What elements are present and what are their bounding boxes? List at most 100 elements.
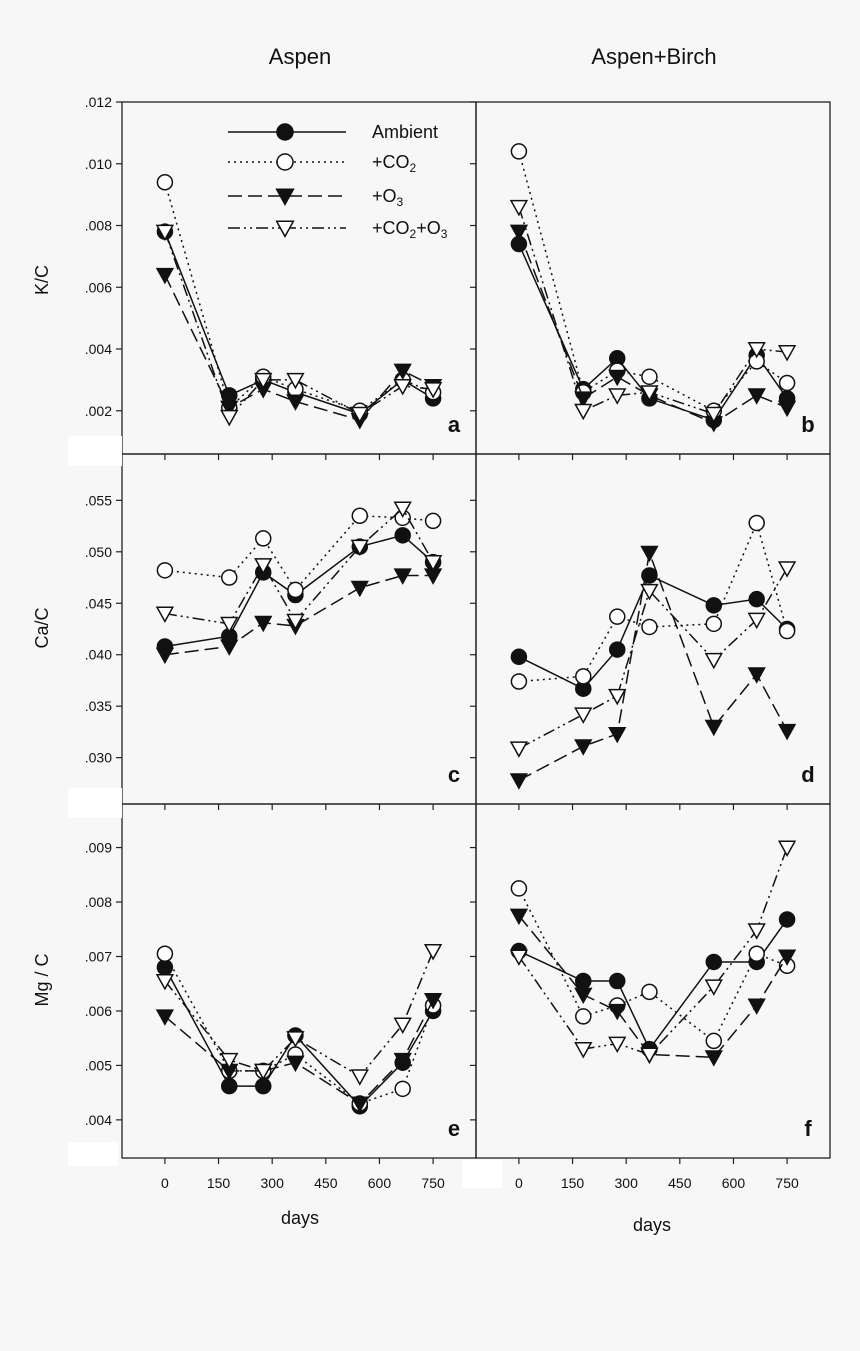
panel-letter: a bbox=[448, 412, 461, 437]
ylabel-kc: K/C bbox=[32, 265, 52, 295]
x-tick-label: 300 bbox=[261, 1175, 285, 1191]
data-point bbox=[393, 1052, 412, 1070]
data-point bbox=[350, 406, 369, 424]
data-point bbox=[640, 545, 659, 563]
series-line bbox=[518, 567, 788, 750]
data-point bbox=[574, 403, 593, 421]
x-tick-label: 450 bbox=[668, 1175, 692, 1191]
data-point bbox=[608, 641, 626, 658]
xlabel-left: days bbox=[281, 1208, 319, 1228]
data-point bbox=[156, 959, 174, 976]
y-tick-label: .006 bbox=[85, 1003, 112, 1019]
data-point bbox=[286, 372, 305, 390]
data-point bbox=[254, 558, 273, 575]
x-tick-label: 750 bbox=[775, 1175, 799, 1191]
y-tick-label: .055 bbox=[85, 492, 112, 508]
series-co2 bbox=[156, 507, 442, 599]
legend-label: Ambient bbox=[372, 122, 438, 142]
data-point bbox=[509, 773, 529, 790]
data-point bbox=[155, 1009, 175, 1026]
y-tick-label: .005 bbox=[85, 1057, 112, 1073]
data-point bbox=[155, 606, 175, 623]
data-point bbox=[705, 597, 723, 614]
data-point bbox=[393, 363, 412, 381]
data-point bbox=[704, 1050, 723, 1067]
data-point bbox=[394, 1080, 411, 1098]
data-point bbox=[510, 880, 528, 897]
y-tick-label: .008 bbox=[85, 218, 112, 234]
series-o3 bbox=[509, 545, 797, 790]
data-point bbox=[608, 688, 627, 706]
legend-item-o3: +O3 bbox=[228, 186, 404, 209]
y-tick-label: .030 bbox=[85, 750, 112, 766]
data-point bbox=[778, 374, 796, 392]
x-tick-label: 300 bbox=[615, 1175, 639, 1191]
data-point bbox=[393, 379, 412, 396]
series-co2o3 bbox=[509, 199, 797, 424]
y-tick-label: .002 bbox=[85, 403, 112, 419]
panel-letter: b bbox=[801, 412, 814, 437]
data-point bbox=[575, 1008, 592, 1025]
data-point bbox=[574, 739, 593, 756]
data-point bbox=[220, 639, 239, 656]
y-tick-label: .010 bbox=[85, 156, 112, 172]
data-point bbox=[748, 590, 765, 608]
data-point bbox=[424, 512, 442, 530]
y-tick-label: .012 bbox=[85, 94, 112, 110]
data-point bbox=[747, 612, 766, 630]
y-tick-label: .008 bbox=[85, 894, 112, 910]
data-point bbox=[155, 267, 175, 285]
data-point bbox=[393, 501, 412, 518]
ylabel-mgc: Mg / C bbox=[32, 953, 52, 1006]
data-point bbox=[575, 972, 592, 990]
data-point bbox=[608, 972, 626, 990]
data-point bbox=[608, 369, 627, 387]
panel-letter: c bbox=[448, 762, 460, 787]
series-o3 bbox=[509, 224, 797, 433]
data-point bbox=[748, 945, 765, 963]
series-ambient bbox=[510, 911, 796, 1058]
data-point bbox=[509, 199, 529, 217]
series-co2o3 bbox=[509, 561, 797, 758]
data-point bbox=[155, 224, 175, 242]
legend-item-co2o3: +CO2+O3 bbox=[228, 218, 448, 241]
data-point bbox=[254, 615, 273, 633]
data-point bbox=[509, 949, 529, 966]
data-point bbox=[220, 1052, 239, 1070]
data-point bbox=[156, 945, 174, 963]
data-point bbox=[350, 1096, 369, 1113]
panel-letter: e bbox=[448, 1116, 460, 1141]
data-point bbox=[220, 409, 239, 427]
data-point bbox=[641, 618, 658, 636]
data-point bbox=[221, 1077, 238, 1095]
data-point bbox=[220, 616, 239, 634]
panel-a: .002 .004 .006 .008 .010 .012 a bbox=[85, 94, 477, 460]
data-point bbox=[423, 993, 443, 1010]
series-co2o3 bbox=[155, 224, 443, 427]
x-tick-label: 0 bbox=[515, 1175, 523, 1191]
data-point bbox=[704, 979, 723, 996]
data-point bbox=[394, 527, 411, 544]
legend-item-co2: +CO2 bbox=[228, 152, 417, 175]
legend: Ambient+CO2+O3+CO2+O3 bbox=[228, 122, 448, 241]
x-tick-label: 150 bbox=[561, 1175, 585, 1191]
data-point bbox=[510, 648, 528, 666]
ylabel-cac: Ca/C bbox=[32, 607, 52, 648]
column-title-aspen: Aspen bbox=[269, 44, 331, 69]
data-point bbox=[608, 1036, 627, 1054]
data-point bbox=[747, 388, 766, 405]
data-point bbox=[704, 719, 723, 737]
data-point bbox=[574, 1042, 593, 1059]
data-point bbox=[509, 741, 529, 758]
data-point bbox=[574, 707, 593, 724]
data-point bbox=[608, 388, 627, 405]
data-point bbox=[574, 987, 593, 1005]
data-point bbox=[156, 174, 174, 191]
panel-frame bbox=[121, 453, 477, 805]
data-point bbox=[423, 555, 443, 572]
y-tick-label: .050 bbox=[85, 544, 112, 560]
series-o3 bbox=[155, 993, 443, 1113]
series-o3 bbox=[155, 267, 443, 430]
data-point bbox=[254, 372, 273, 390]
